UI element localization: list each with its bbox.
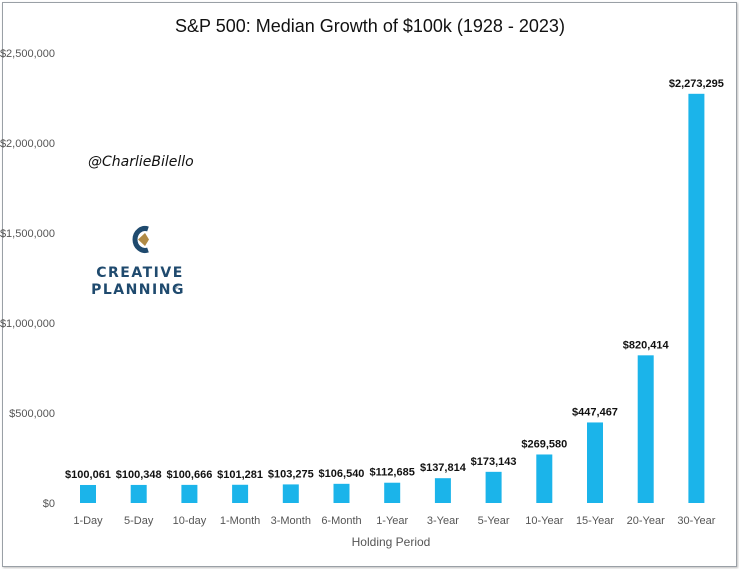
bar-value-label: $2,273,295: [669, 78, 724, 90]
bar-value-label: $137,814: [420, 462, 467, 474]
x-tick-label: 5-Day: [124, 515, 154, 527]
x-tick-label: 10-day: [173, 515, 207, 527]
bar: [282, 484, 299, 503]
logo-c-icon: [132, 226, 149, 253]
x-tick-label: 20-Year: [627, 515, 665, 527]
logo-line-1: CREATIVE: [96, 265, 184, 281]
x-tick-label: 6-Month: [321, 515, 361, 527]
bars: $100,061 $100,348 $100,666 $101,281 $103,275…: [65, 78, 724, 504]
x-tick-label: 1-Month: [220, 515, 260, 527]
x-axis: 1-Day 5-Day 10-day 1-Month 3-Month 6-Month 1-Y…: [73, 515, 715, 527]
y-tick-label: $2,500,000: [0, 48, 55, 60]
logo-registered-mark: ®: [173, 284, 179, 291]
bar-value-label: $100,348: [116, 469, 162, 481]
bar-value-label: $100,666: [166, 469, 212, 481]
y-tick-label: $2,000,000: [0, 138, 55, 150]
y-tick-label: $1,000,000: [0, 318, 55, 330]
x-tick-label: 1-Year: [376, 515, 408, 527]
x-tick-label: 5-Year: [478, 515, 510, 527]
bar: [384, 482, 401, 503]
watermark-handle: @CharlieBilello: [88, 154, 194, 170]
bar-value-label: $100,061: [65, 469, 111, 481]
x-tick-label: 15-Year: [576, 515, 614, 527]
x-tick-label: 3-Year: [427, 515, 459, 527]
x-tick-label: 1-Day: [73, 515, 103, 527]
bar-value-label: $269,580: [521, 438, 567, 450]
bar-value-label: $112,685: [370, 467, 415, 479]
bar-value-label: $106,540: [319, 468, 365, 480]
bar: [333, 483, 350, 503]
bar: [181, 484, 198, 503]
bar: [485, 471, 502, 503]
bar-value-label: $103,275: [268, 468, 314, 480]
bar: [232, 484, 249, 503]
x-tick-label: 10-Year: [525, 515, 563, 527]
bar: [536, 454, 553, 503]
bar-value-label: $447,467: [572, 406, 618, 418]
y-tick-label: $1,500,000: [0, 228, 55, 240]
creative-planning-logo: CREATIVE PLANNING ®: [91, 226, 185, 298]
bar: [130, 484, 147, 503]
x-axis-title: Holding Period: [352, 535, 431, 549]
bar: [637, 355, 654, 503]
x-tick-label: 30-Year: [677, 515, 715, 527]
y-tick-label: $0: [43, 498, 55, 510]
bar: [434, 478, 451, 503]
bar-value-label: $820,414: [623, 339, 670, 351]
bar-value-label: $101,281: [217, 469, 263, 481]
bar: [688, 93, 705, 504]
bar-value-label: $173,143: [471, 456, 517, 468]
y-tick-label: $500,000: [9, 408, 55, 420]
chart-title: S&P 500: Median Growth of $100k (1928 - …: [175, 16, 565, 36]
x-tick-label: 3-Month: [271, 515, 311, 527]
logo-line-2: PLANNING: [91, 282, 185, 298]
y-axis: $0 $500,000 $1,000,000 $1,500,000 $2,000,000…: [0, 48, 55, 510]
bar: [587, 422, 603, 503]
bar: [80, 484, 96, 503]
